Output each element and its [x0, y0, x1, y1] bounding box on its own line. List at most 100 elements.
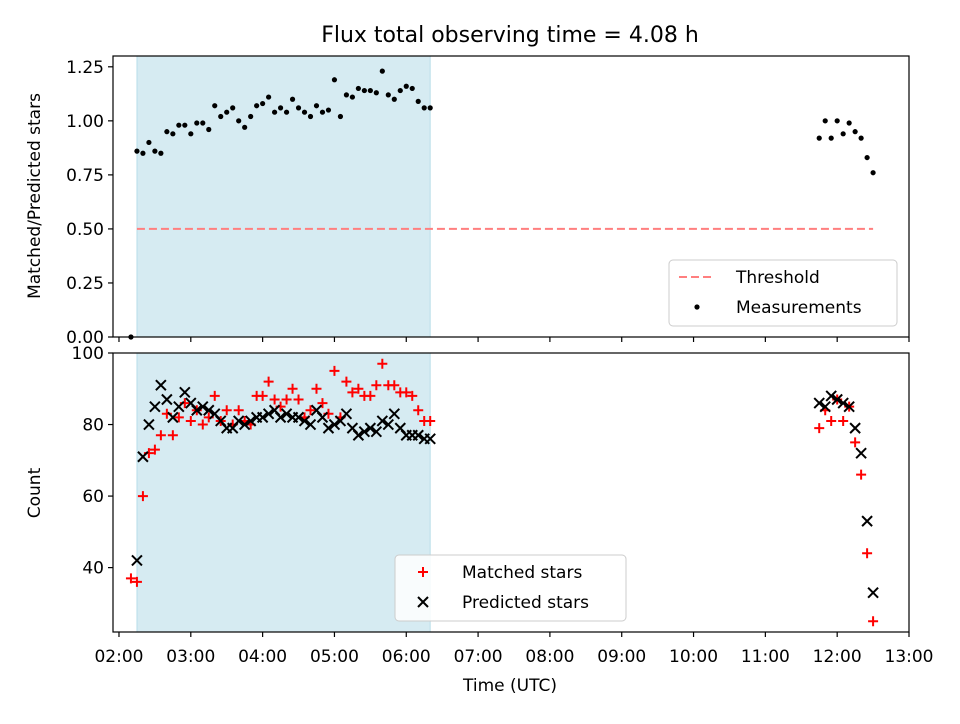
- matched-stars-point: [167, 430, 178, 441]
- measurements-point: [307, 113, 314, 120]
- matched-stars-point: [185, 415, 196, 426]
- matched-stars-point: [221, 405, 232, 416]
- predicted-stars-point: [143, 418, 155, 431]
- predicted-stars-point: [161, 393, 173, 406]
- matched-stars-point: [311, 383, 322, 394]
- measurements-point: [331, 77, 338, 83]
- measurements-point: [858, 135, 864, 141]
- measurements-point: [271, 109, 278, 115]
- predicted-stars-point: [137, 451, 149, 463]
- measurements-point: [325, 107, 332, 113]
- predicted-stars-point: [388, 408, 401, 420]
- bottom-y-tick-label: 100: [72, 344, 104, 364]
- measurements-point: [188, 131, 194, 137]
- predicted-stars-point: [191, 404, 203, 416]
- top-y-tick-label: 0.75: [66, 166, 104, 186]
- measurements-point: [158, 150, 164, 156]
- matched-stars-point: [341, 376, 352, 387]
- predicted-stars-point: [179, 386, 191, 399]
- x-axis-label: Time (UTC): [462, 676, 557, 696]
- x-tick-label: 02:00: [94, 647, 143, 667]
- measurements-point: [409, 85, 415, 92]
- measurements-point: [397, 87, 403, 94]
- predicted-stars-point: [280, 408, 293, 420]
- matched-stars-legend-symbol: [418, 567, 428, 577]
- measurements-point: [224, 109, 230, 115]
- predicted-stars-point: [238, 418, 251, 431]
- predicted-stars-point: [352, 429, 365, 441]
- measurements-point: [176, 122, 182, 128]
- predicted-stars-point: [837, 397, 849, 409]
- matched-stars-point: [862, 548, 873, 559]
- matched-stars-point: [155, 430, 166, 441]
- predicted-stars-point: [304, 418, 317, 431]
- measurements-point: [828, 135, 834, 141]
- matched-stars-point: [209, 390, 220, 401]
- measurements-point: [337, 113, 344, 120]
- matched-stars-point: [868, 616, 879, 627]
- measurements-point: [301, 109, 308, 115]
- top-y-tick-label: 1.25: [66, 58, 104, 78]
- predicted-stars-point: [292, 411, 305, 424]
- bottom-legend-box: [394, 554, 627, 622]
- predicted-stars-point: [412, 429, 424, 441]
- top-panel-observing-interval: [136, 55, 431, 338]
- predicted-stars-point: [861, 515, 873, 527]
- matched-stars-point: [131, 576, 142, 587]
- predicted-stars-point: [262, 408, 275, 420]
- measurements-point: [134, 148, 140, 154]
- matched-stars-point: [233, 405, 244, 416]
- top-legend-box: [668, 259, 898, 327]
- measurements-point: [361, 87, 367, 94]
- matched-stars-point: [814, 423, 825, 434]
- measurements-point: [373, 90, 379, 96]
- matched-stars-point: [281, 394, 292, 405]
- x-tick-label: 04:00: [238, 647, 287, 667]
- predicted-stars-point: [256, 411, 269, 424]
- matched-stars-point: [137, 491, 148, 502]
- measurements-point: [355, 85, 361, 92]
- matched-stars-point: [197, 419, 208, 430]
- measurements-point: [152, 148, 158, 154]
- top-y-tick-label: 0.00: [66, 328, 104, 348]
- top-y-axis-label: Matched/Predicted stars: [25, 93, 45, 299]
- matched-stars-point: [425, 415, 436, 426]
- measurements-point: [200, 120, 206, 126]
- measurements-point: [277, 105, 284, 111]
- measurements-point: [870, 170, 876, 176]
- matched-stars-point: [317, 398, 328, 409]
- measurements-point: [367, 87, 373, 94]
- matched-stars-point: [365, 390, 376, 401]
- measurements-point: [230, 105, 236, 111]
- matched-stars-point: [850, 437, 861, 448]
- measurements-point: [254, 103, 260, 109]
- predicted-stars-point: [358, 425, 371, 438]
- predicted-stars-point: [203, 404, 215, 416]
- measurements-point: [343, 92, 350, 98]
- predicted-stars-point: [328, 418, 341, 431]
- matched-stars-point: [293, 394, 304, 405]
- matched-stars-point: [305, 405, 316, 416]
- predicted-stars-point: [298, 415, 311, 427]
- predicted-stars-point: [819, 400, 831, 413]
- predicted-stars-point: [340, 408, 353, 420]
- predicted-stars-legend-label: Predicted stars: [462, 593, 589, 613]
- matched-stars-point: [377, 358, 388, 369]
- measurements-point: [289, 96, 296, 102]
- threshold-legend-label: Threshold: [735, 268, 820, 288]
- predicted-stars-point: [376, 415, 389, 427]
- bottom-panel-frame: [112, 352, 910, 633]
- measurements-point: [421, 105, 427, 111]
- measurements-legend-symbol: [694, 304, 700, 310]
- predicted-stars-point: [813, 397, 825, 409]
- predicted-stars-point: [424, 433, 436, 445]
- matched-stars-point: [353, 383, 364, 394]
- measurements-point: [319, 109, 326, 115]
- bottom-y-tick-label: 40: [82, 559, 104, 579]
- measurements-point: [415, 98, 421, 104]
- predicted-stars-point: [197, 400, 209, 413]
- measurements-point: [164, 129, 170, 135]
- measurements-legend-label: Measurements: [736, 298, 862, 318]
